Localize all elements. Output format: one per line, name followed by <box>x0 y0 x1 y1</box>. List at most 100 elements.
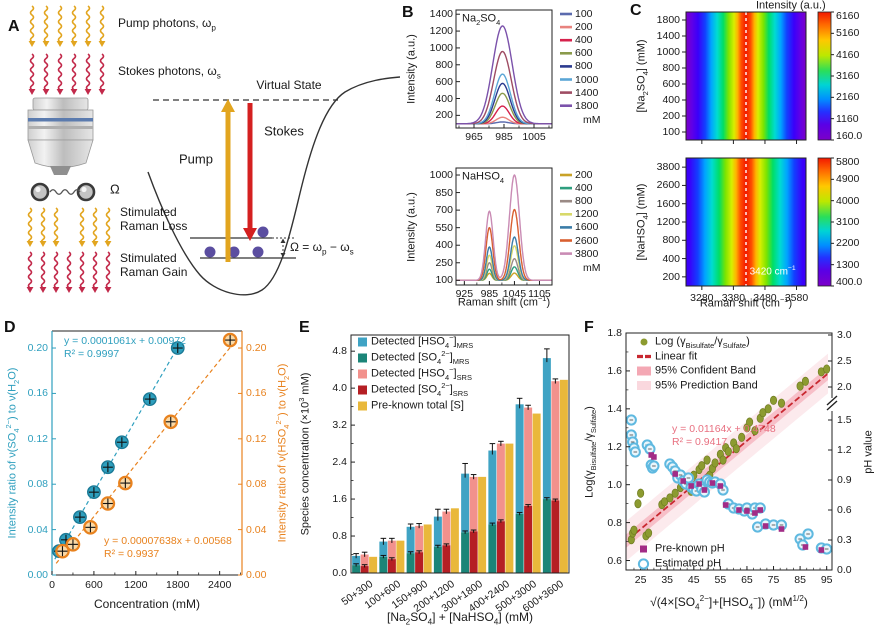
photon-squiggle <box>92 251 98 289</box>
right-y-tick-label: 0.12 <box>246 432 267 445</box>
molecule-atom-highlight <box>35 186 41 193</box>
photon-squiggle <box>79 251 85 289</box>
right-y-tick-label: 1.5 <box>837 413 852 426</box>
photon-squiggle <box>57 5 63 43</box>
log-ratio-point <box>801 376 809 386</box>
x-tick-label: 3480 <box>753 292 777 304</box>
panel-a-label: A <box>8 18 20 35</box>
photon-arrowhead <box>78 241 86 247</box>
bar-so4-mrs <box>542 499 551 573</box>
x-tick-label: 1800 <box>166 579 190 591</box>
photon-arrowhead <box>39 287 47 293</box>
x-tick-label: 45 <box>687 574 700 586</box>
left-y-tick-label: 0.12 <box>27 432 48 445</box>
log-ratio-point <box>764 404 772 414</box>
x-tick-label: 95 <box>820 574 833 586</box>
right-fit-equation: y = 0.00007638x + 0.00568 <box>104 534 232 547</box>
bar-so4-srs <box>551 500 560 573</box>
panel-d: D 0 600 1200 1800 2400 0.00 0.00 0.04 0.04 0.08 0.… <box>0 315 295 632</box>
y-tick-label: 400 <box>435 239 453 252</box>
panel-d-graphics <box>51 330 243 576</box>
legend-label: Detected [HSO4−]MRS <box>371 333 474 350</box>
bar-so4-mrs <box>433 546 442 573</box>
bar-so4-srs <box>442 545 451 573</box>
photon-arrowhead <box>104 287 112 293</box>
log-ratio-point <box>637 488 645 498</box>
x-axis-label: Concentration (mM) <box>93 597 201 612</box>
bar-so4-mrs <box>461 532 470 573</box>
x-axis-label: Raman shift (cm−1) <box>699 295 793 310</box>
log-ratio-point <box>724 446 732 457</box>
right-y-tick-label: 0.16 <box>246 387 267 400</box>
pump-transition-label: Pump <box>179 151 213 167</box>
heatmap-annotation: 3420 cm−1 <box>749 264 796 278</box>
ground-state-dot <box>252 246 264 258</box>
photon-arrowhead <box>56 41 64 47</box>
y-tick-label: 1400 <box>429 8 453 21</box>
y-tick-label: 100 <box>662 125 680 138</box>
legend-label: Estimated pH <box>655 557 722 570</box>
y-tick-label: 800 <box>662 61 680 74</box>
photon-arrowhead <box>28 41 36 47</box>
legend-label: 95% Prediction Band <box>655 379 758 392</box>
legend-label: 3800 <box>575 247 599 260</box>
x-tick-label: 0 <box>49 579 55 591</box>
bar-so4-srs <box>360 566 369 573</box>
log-ratio-point <box>823 364 831 374</box>
bar-so4-mrs <box>379 556 388 573</box>
right-y-tick-label: 1.2 <box>837 443 852 456</box>
y-tick-label: 250 <box>435 256 453 269</box>
photon-arrowhead <box>26 241 34 247</box>
legend-dot <box>640 338 648 346</box>
legend-square <box>640 545 647 553</box>
photon-squiggle <box>99 5 105 43</box>
objective-cone <box>27 139 94 168</box>
colorbar-tick-label: 1300 <box>836 258 860 271</box>
stokes-arrowhead <box>243 228 257 241</box>
axis-break-gap <box>827 398 837 411</box>
preknown-ph-point <box>736 507 742 513</box>
bar-so4-srs <box>496 521 505 573</box>
log-ratio-point <box>666 493 674 503</box>
spectrum-curve-600 <box>456 92 552 125</box>
molecule-atom-highlight <box>81 186 87 193</box>
right-y-tick-label: 2.0 <box>837 380 852 393</box>
colorbar-tick-label: 2160 <box>836 91 860 104</box>
legend-label: Detected [HSO4−]SRS <box>371 365 472 382</box>
bar-preknown <box>559 379 568 573</box>
spectrum-curve-1800 <box>456 25 552 125</box>
legend-label: 400 <box>575 34 593 47</box>
left-y-tick-label: 0.8 <box>607 516 622 529</box>
molecule-spring <box>49 189 81 195</box>
legend-label: 1200 <box>575 208 599 221</box>
x-axis-label: √(4×[SO42−]+[HSO4−]) (mM1/2) <box>650 594 808 612</box>
left-y-tick-label: 0.6 <box>607 554 622 567</box>
preknown-ph-point <box>802 544 809 550</box>
photon-squiggle <box>40 207 46 245</box>
spectrum-curve-1000 <box>456 73 552 125</box>
right-y-tick-label: 0.9 <box>837 473 852 486</box>
preknown-ph-point <box>762 523 769 529</box>
y-tick-label: 4.0 <box>332 382 347 395</box>
preknown-ph-point <box>709 480 716 486</box>
bar-preknown <box>450 508 459 573</box>
y-axis-label: Intensity (a.u.) <box>405 191 418 262</box>
legend-swatch <box>358 337 367 347</box>
legend-label: Linear fit <box>655 350 698 363</box>
objective-gray-ring <box>28 126 93 129</box>
panel-a-graphics <box>26 5 400 296</box>
log-ratio-point <box>738 432 746 442</box>
log-ratio-point <box>671 488 679 498</box>
legend-label: 200 <box>575 168 593 181</box>
left-y-tick-label: 0.20 <box>27 341 48 354</box>
preknown-ph-point <box>752 510 758 516</box>
ground-state-dot <box>228 246 240 258</box>
y-tick-label: 2.4 <box>332 456 347 469</box>
panel-e-label: E <box>299 319 310 336</box>
photon-arrowhead <box>65 287 73 293</box>
bar-so4-mrs <box>352 565 361 573</box>
legend-label: Detected [SO42−]SRS <box>371 381 469 398</box>
panel-b-label: B <box>402 4 414 21</box>
photon-squiggle <box>66 251 72 289</box>
objective-body <box>27 109 94 141</box>
